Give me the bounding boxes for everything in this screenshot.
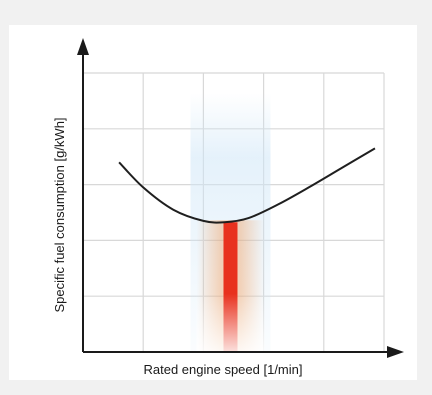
x-axis-label: Rated engine speed [1/min] — [144, 362, 303, 377]
fuel-consumption-curve — [118, 147, 376, 224]
series-layer — [118, 147, 376, 224]
chart-panel: Rated engine speed [1/min] Specific fuel… — [9, 25, 417, 380]
axes — [77, 38, 404, 358]
y-axis-arrowhead — [77, 38, 89, 55]
fuel-consumption-chart: Rated engine speed [1/min] Specific fuel… — [52, 38, 404, 377]
x-axis-arrowhead — [387, 346, 404, 358]
optimum-highlight — [190, 93, 271, 352]
y-axis-label: Specific fuel consumption [g/kWh] — [52, 117, 67, 312]
band-fade — [196, 222, 265, 352]
